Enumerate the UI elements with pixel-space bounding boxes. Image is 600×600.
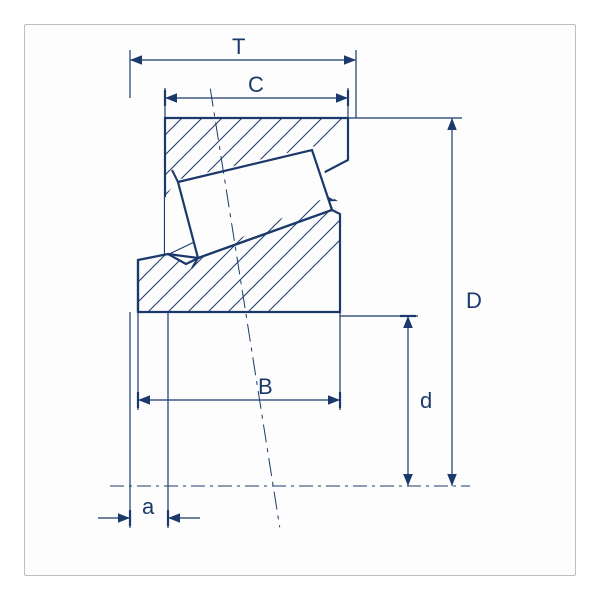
dimension-D [348, 118, 462, 486]
tapered-roller [165, 146, 334, 268]
dimension-d [340, 316, 418, 486]
label-B: B [258, 374, 273, 400]
label-C: C [248, 72, 264, 98]
dimension-T [130, 50, 356, 118]
bearing-diagram [0, 0, 600, 600]
label-d: d [420, 388, 432, 414]
label-D: D [466, 288, 482, 314]
label-T: T [232, 34, 245, 60]
label-a: a [142, 494, 154, 520]
